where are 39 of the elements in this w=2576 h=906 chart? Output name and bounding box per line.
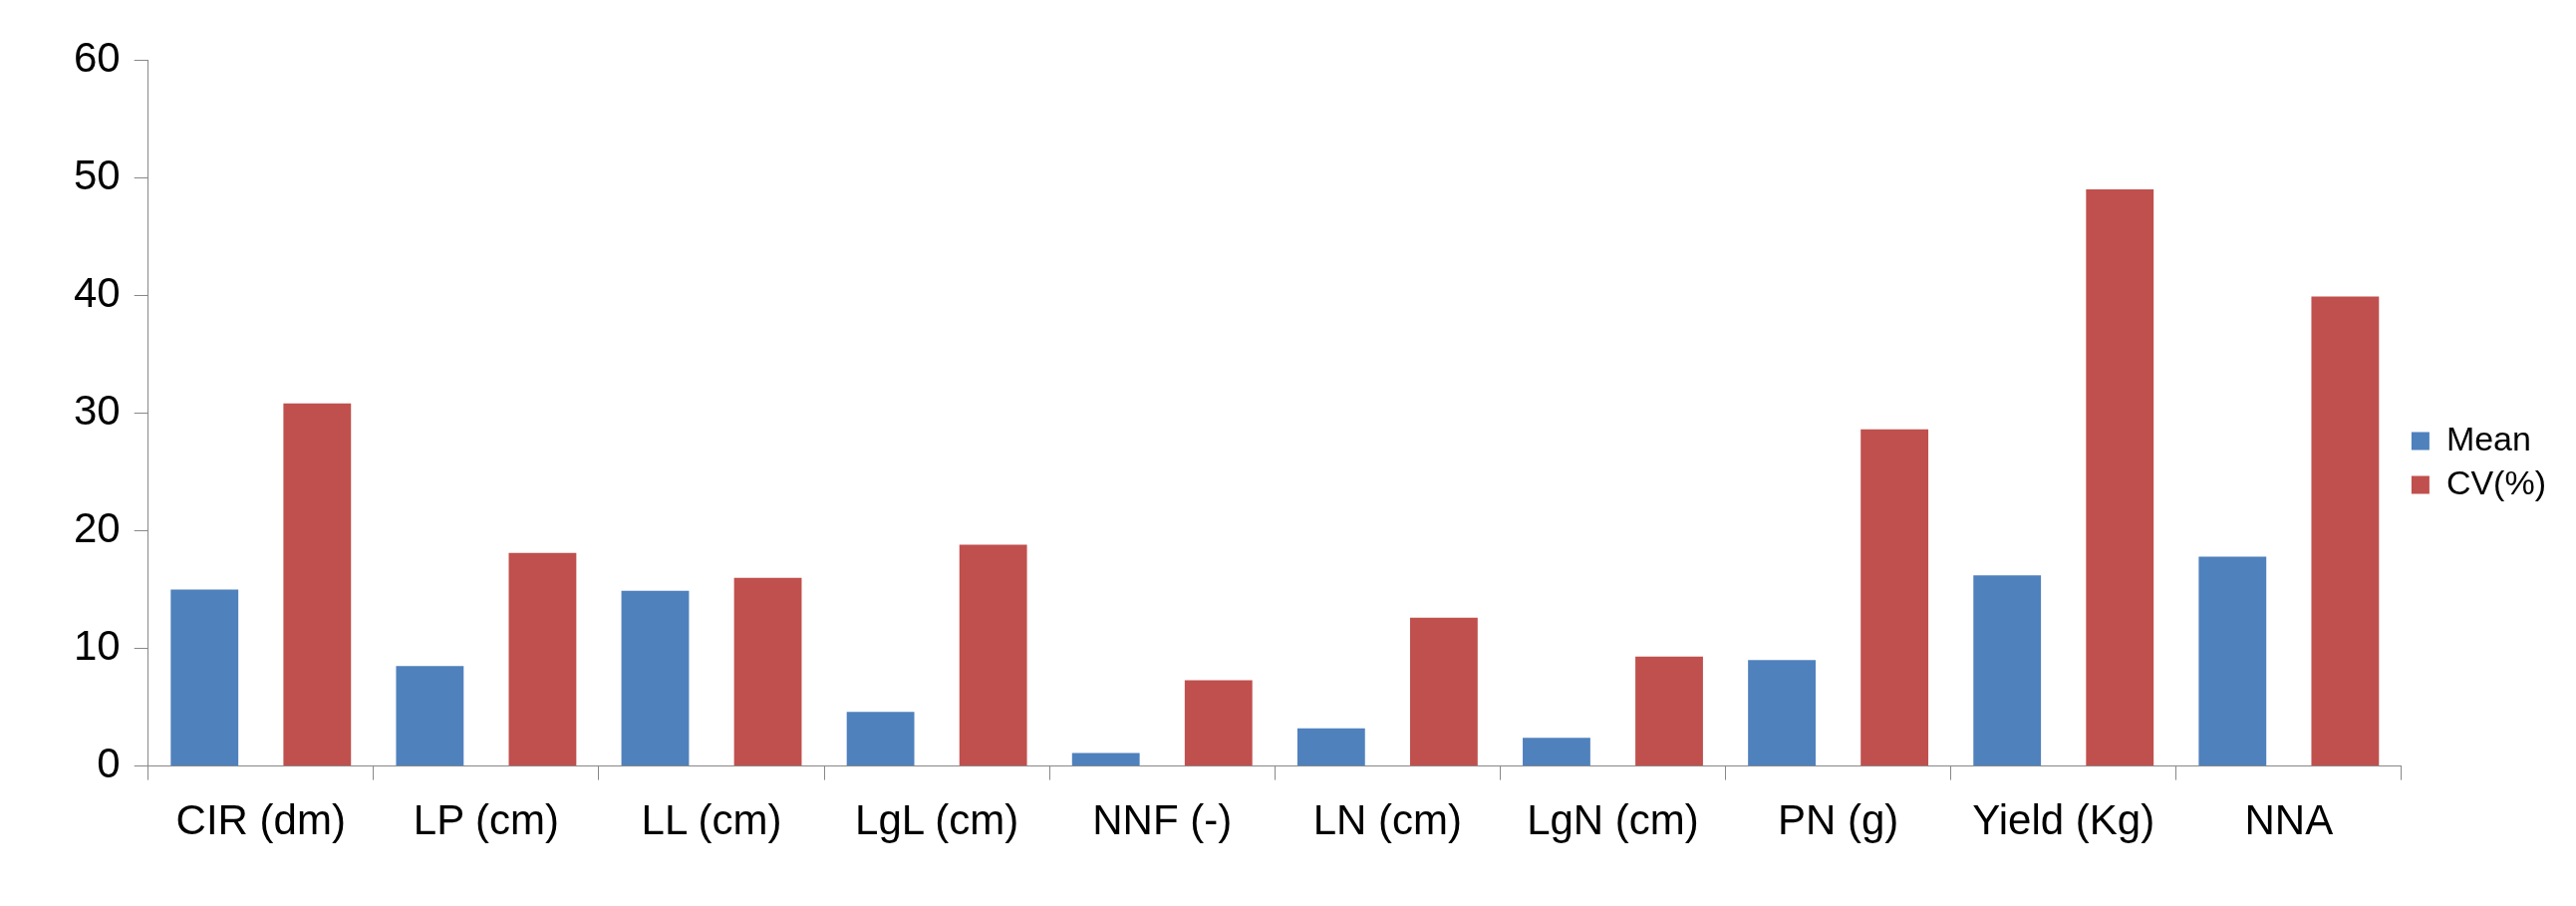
- bar: [1973, 575, 2042, 766]
- x-tick-label: Yield (Kg): [1972, 796, 2155, 844]
- y-tick-label: 30: [74, 386, 121, 434]
- bar: [283, 403, 352, 766]
- bar: [621, 590, 690, 766]
- bar: [1296, 728, 1365, 766]
- bar: [170, 589, 239, 766]
- y-tick-label: 50: [74, 151, 121, 198]
- x-tick-label: NNA: [2244, 796, 2334, 844]
- y-tick-label: 0: [97, 740, 121, 787]
- bar: [1523, 738, 1590, 766]
- bar: [1071, 753, 1140, 766]
- y-tick-label: 60: [74, 33, 121, 81]
- bar: [2086, 188, 2154, 766]
- bar: [508, 552, 577, 766]
- bar: [1860, 429, 1929, 766]
- x-tick-label: NNF (-): [1092, 796, 1233, 844]
- x-tick-label: LN (cm): [1312, 796, 1463, 844]
- y-tick-label: 10: [74, 622, 121, 670]
- bar: [733, 577, 802, 766]
- x-tick-label: LgL (cm): [855, 796, 1019, 844]
- bar: [846, 712, 915, 766]
- bar: [1184, 680, 1253, 766]
- bar: [1635, 656, 1703, 766]
- y-tick-label: 40: [74, 268, 121, 316]
- bar: [1409, 617, 1478, 766]
- x-tick-label: LL (cm): [641, 796, 782, 844]
- legend-label: Mean: [2445, 419, 2531, 457]
- bar: [959, 544, 1027, 766]
- bar: [2311, 296, 2380, 766]
- bar: [396, 666, 464, 766]
- x-tick-label: LgN (cm): [1527, 796, 1699, 844]
- bar: [2198, 556, 2267, 766]
- x-tick-label: PN (g): [1777, 796, 1899, 844]
- x-tick-label: CIR (dm): [175, 796, 346, 844]
- bar: [1748, 660, 1816, 766]
- y-tick-label: 20: [74, 503, 121, 551]
- legend-label: CV(%): [2445, 462, 2546, 501]
- x-tick-label: LP (cm): [413, 796, 560, 844]
